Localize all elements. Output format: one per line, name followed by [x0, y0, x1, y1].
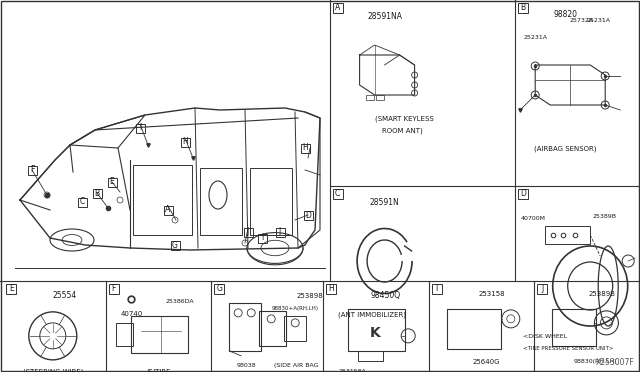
Text: F: F	[30, 166, 34, 174]
Text: 98450Q: 98450Q	[371, 291, 401, 300]
Text: 253898: 253898	[296, 293, 323, 299]
Text: <DISK WHEEL: <DISK WHEEL	[524, 334, 567, 339]
Text: (SIDE AIR BAG: (SIDE AIR BAG	[274, 363, 319, 368]
Text: (STEERING WIRE): (STEERING WIRE)	[22, 369, 83, 372]
Text: <TIRE PRESSURE SENSOR UNIT>: <TIRE PRESSURE SENSOR UNIT>	[524, 346, 614, 351]
Text: I: I	[139, 124, 141, 132]
Text: 40740: 40740	[120, 311, 143, 317]
Text: 253158: 253158	[478, 291, 505, 297]
Text: I: I	[261, 234, 263, 243]
Text: G: G	[172, 241, 178, 250]
Text: 98830+A(RH,LH): 98830+A(RH,LH)	[271, 306, 318, 311]
Text: 25389B: 25389B	[589, 291, 616, 297]
Text: A: A	[165, 205, 171, 215]
Bar	[301, 144, 310, 153]
Bar	[545, 226, 590, 244]
Bar	[518, 3, 528, 13]
Bar	[432, 284, 442, 294]
Bar	[116, 323, 132, 346]
Text: K: K	[370, 326, 381, 340]
Text: F: F	[111, 284, 116, 294]
Bar	[200, 168, 242, 235]
Bar	[257, 234, 266, 243]
Bar	[275, 228, 285, 237]
Bar	[163, 205, 173, 215]
Bar	[136, 124, 145, 132]
Text: 25231A: 25231A	[524, 35, 547, 40]
Bar	[538, 284, 547, 294]
Text: X253007F: X253007F	[596, 358, 635, 367]
Bar	[518, 189, 528, 199]
Text: B: B	[520, 3, 526, 13]
Bar	[131, 316, 188, 353]
Text: 28591NA: 28591NA	[367, 12, 402, 21]
Bar	[259, 311, 286, 346]
Text: ROOM ANT): ROOM ANT)	[381, 127, 422, 134]
Bar	[133, 165, 192, 235]
Text: 25640G: 25640G	[473, 359, 500, 365]
Text: 28591N: 28591N	[370, 198, 399, 207]
Bar	[376, 95, 383, 100]
Text: I: I	[436, 284, 438, 294]
Text: C: C	[335, 189, 340, 199]
Bar	[214, 284, 224, 294]
Bar	[108, 177, 116, 186]
Bar	[365, 95, 374, 100]
Text: H: H	[328, 284, 334, 294]
Text: H: H	[182, 138, 188, 147]
Bar	[109, 284, 118, 294]
Text: 25554: 25554	[52, 291, 77, 300]
Bar	[250, 168, 292, 235]
Bar	[326, 284, 336, 294]
Bar	[333, 189, 342, 199]
Bar	[284, 316, 306, 341]
Text: 98830(RH,LH): 98830(RH,LH)	[573, 359, 617, 364]
Bar	[348, 309, 405, 351]
Bar	[28, 166, 36, 174]
Text: (AIRBAG SENSOR): (AIRBAG SENSOR)	[534, 145, 596, 151]
Text: 98038: 98038	[236, 363, 256, 368]
Text: 98820: 98820	[553, 10, 577, 19]
Text: H: H	[302, 144, 308, 153]
Bar	[552, 309, 596, 346]
Text: 40700M: 40700M	[520, 216, 545, 221]
Text: 25389B: 25389B	[592, 214, 616, 219]
Text: G: G	[216, 284, 222, 294]
Text: B: B	[95, 189, 100, 198]
Text: D: D	[305, 211, 311, 219]
Text: (SMART KEYLESS: (SMART KEYLESS	[374, 115, 433, 122]
Text: A: A	[335, 3, 340, 13]
Text: D: D	[520, 189, 526, 199]
Bar	[333, 3, 342, 13]
Bar	[229, 303, 261, 351]
Bar	[447, 309, 501, 349]
Bar	[6, 284, 16, 294]
Text: C: C	[79, 198, 84, 206]
Text: J: J	[541, 284, 543, 294]
Text: J: J	[247, 228, 249, 237]
Bar	[303, 211, 312, 219]
Text: 253158A: 253158A	[338, 369, 366, 372]
Text: E: E	[9, 284, 13, 294]
Bar	[243, 228, 253, 237]
Bar	[180, 138, 189, 147]
Text: E: E	[109, 177, 115, 186]
Text: 25386DA: 25386DA	[166, 299, 194, 304]
Bar	[93, 189, 102, 198]
Text: 25732A: 25732A	[569, 18, 593, 23]
Bar	[170, 241, 179, 250]
Text: (F/TIRE: (F/TIRE	[146, 369, 171, 372]
Text: J: J	[279, 228, 281, 237]
Text: (ANT IMMOBILIZER): (ANT IMMOBILIZER)	[338, 311, 406, 317]
Bar	[358, 351, 383, 361]
Bar	[77, 198, 86, 206]
Text: 25231A: 25231A	[586, 18, 610, 23]
